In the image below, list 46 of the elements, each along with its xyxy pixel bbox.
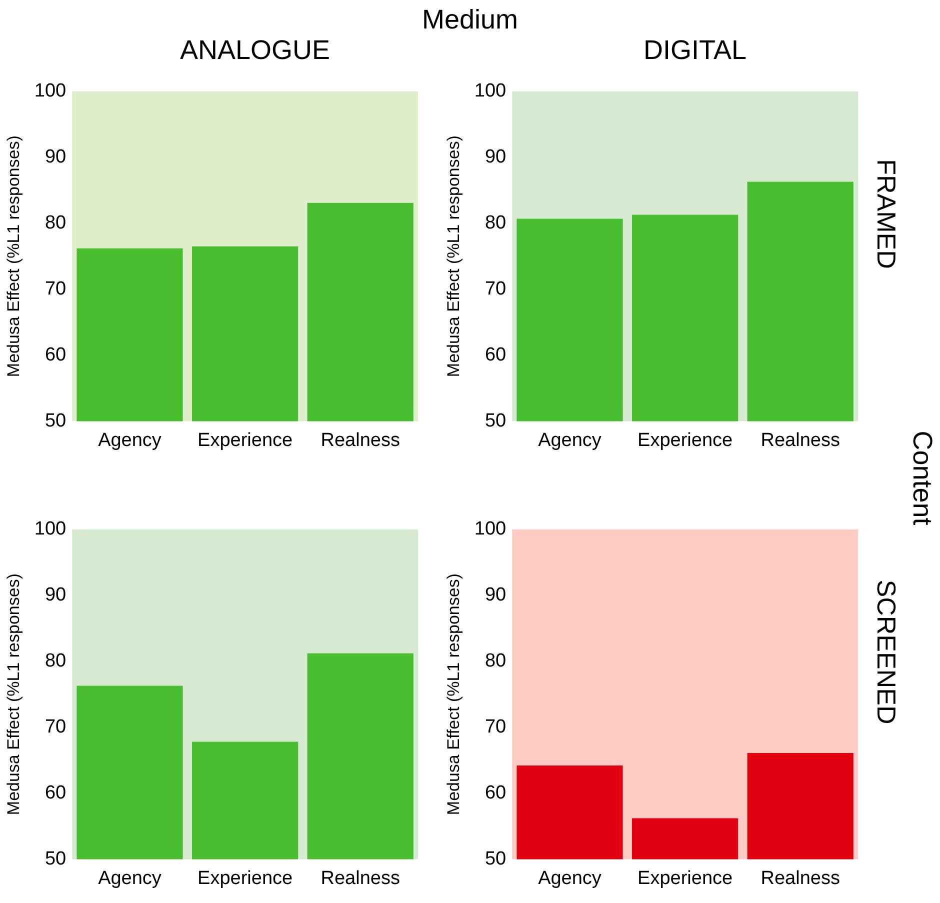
y-tick-label: 70 xyxy=(44,278,66,300)
y-tick-label: 80 xyxy=(484,212,506,234)
y-tick-label: 80 xyxy=(44,650,66,672)
y-tick-label: 90 xyxy=(484,584,506,606)
x-tick-label: Realness xyxy=(760,868,840,889)
x-tick-label: Realness xyxy=(320,430,400,451)
y-tick-label: 60 xyxy=(44,344,66,366)
x-tick-label: Agency xyxy=(98,430,162,451)
y-axis-title: Medusa Effect (%L1 responses) xyxy=(444,574,463,816)
y-axis-title: Medusa Effect (%L1 responses) xyxy=(4,136,23,378)
y-tick-label: 50 xyxy=(484,848,506,870)
text: Content xyxy=(906,430,938,526)
x-tick-label: Agency xyxy=(98,868,162,889)
y-tick-label: 50 xyxy=(44,410,66,432)
y-tick-label: 60 xyxy=(484,344,506,366)
y-tick-label: 100 xyxy=(474,80,506,102)
y-tick-label: 100 xyxy=(34,518,66,540)
y-tick-label: 70 xyxy=(44,716,66,738)
chart-title: ANALOGUE xyxy=(180,35,330,65)
y2-axis-title: FRAMED xyxy=(870,159,902,269)
x-tick-label: Realness xyxy=(320,868,400,889)
y-tick-label: 100 xyxy=(474,518,506,540)
x-tick-label: Agency xyxy=(538,868,602,889)
y-tick-label: 50 xyxy=(44,848,66,870)
y-tick-label: 90 xyxy=(44,146,66,168)
y-tick-label: 100 xyxy=(34,80,66,102)
y-tick-label: 60 xyxy=(484,782,506,804)
y-tick-label: 80 xyxy=(484,650,506,672)
chart-title: DIGITAL xyxy=(643,35,747,65)
x-tick-label: Experience xyxy=(198,868,293,889)
y-axis-title: Medusa Effect (%L1 responses) xyxy=(4,574,23,816)
y-axis-title: Medusa Effect (%L1 responses) xyxy=(444,136,463,378)
y-tick-label: 90 xyxy=(44,584,66,606)
text: Medium xyxy=(422,4,518,36)
y-tick-label: 70 xyxy=(484,716,506,738)
x-tick-label: Experience xyxy=(198,430,293,451)
y-tick-label: 70 xyxy=(484,278,506,300)
y-tick-label: 90 xyxy=(484,146,506,168)
y2-axis-title: SCREENED xyxy=(870,580,902,724)
x-tick-label: Realness xyxy=(760,430,840,451)
x-tick-label: Experience xyxy=(638,430,733,451)
x-tick-label: Agency xyxy=(538,430,602,451)
y-tick-label: 60 xyxy=(44,782,66,804)
x-tick-label: Experience xyxy=(638,868,733,889)
y-tick-label: 50 xyxy=(484,410,506,432)
y-tick-label: 80 xyxy=(44,212,66,234)
